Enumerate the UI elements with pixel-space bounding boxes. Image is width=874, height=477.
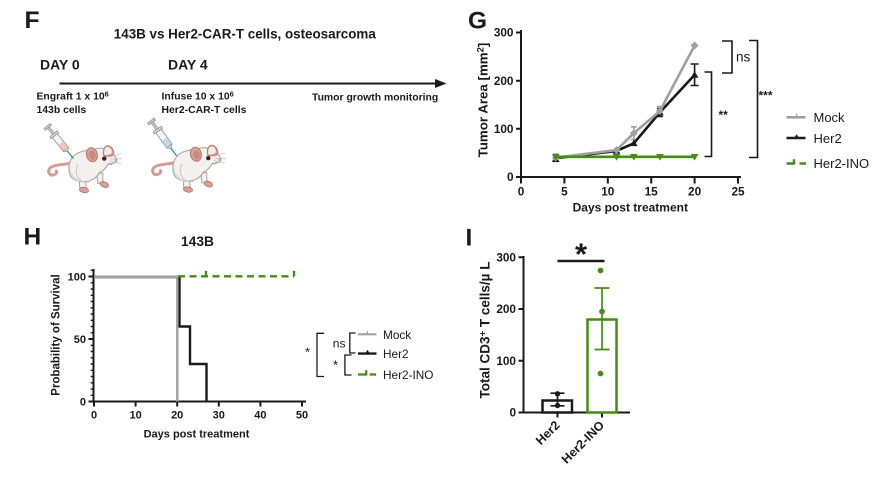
svg-text:0: 0: [518, 185, 525, 199]
svg-text:Her2-CAR-T cells: Her2-CAR-T cells: [162, 105, 247, 116]
svg-text:Probability of Survival: Probability of Survival: [51, 274, 63, 395]
svg-text:I: I: [466, 225, 473, 252]
svg-text:*: *: [333, 358, 338, 373]
svg-text:*: *: [575, 237, 588, 272]
svg-text:Tumor growth monitoring: Tumor growth monitoring: [312, 93, 438, 104]
svg-text:Her2-INO: Her2-INO: [383, 368, 433, 382]
svg-text:10: 10: [601, 185, 615, 199]
svg-text:5: 5: [561, 185, 568, 199]
svg-text:ns: ns: [333, 337, 346, 351]
svg-text:H: H: [24, 224, 42, 251]
svg-text:0: 0: [80, 396, 86, 408]
svg-text:10: 10: [129, 410, 141, 422]
svg-text:F: F: [25, 7, 40, 34]
svg-text:ns: ns: [736, 50, 751, 65]
svg-text:Infuse 10 x 106: Infuse 10 x 106: [162, 89, 234, 102]
svg-text:Total CD3+ T cells/µ L: Total CD3+ T cells/µ L: [478, 262, 493, 399]
svg-text:20: 20: [688, 185, 702, 199]
svg-text:100: 100: [496, 354, 516, 368]
svg-text:Engraft 1 x 106: Engraft 1 x 106: [37, 89, 109, 102]
svg-text:0: 0: [509, 406, 516, 420]
svg-text:0: 0: [507, 170, 514, 184]
svg-text:Her2: Her2: [533, 418, 563, 448]
svg-text:Her2-INO: Her2-INO: [814, 156, 870, 171]
svg-text:143b cells: 143b cells: [37, 105, 87, 116]
svg-text:200: 200: [496, 302, 516, 316]
svg-text:50: 50: [296, 410, 308, 422]
svg-text:DAY 4: DAY 4: [168, 57, 208, 73]
svg-text:200: 200: [494, 74, 514, 88]
svg-text:300: 300: [494, 26, 514, 40]
svg-text:*: *: [305, 345, 310, 360]
svg-text:15: 15: [645, 185, 659, 199]
svg-text:50: 50: [74, 334, 86, 346]
svg-text:40: 40: [254, 410, 266, 422]
svg-text:Tumor Area [mm2]: Tumor Area [mm2]: [476, 43, 491, 158]
svg-text:100: 100: [68, 271, 86, 283]
svg-text:DAY 0: DAY 0: [40, 57, 80, 73]
svg-text:143B vs Her2-CAR-T cells, oste: 143B vs Her2-CAR-T cells, osteosarcoma: [114, 27, 377, 42]
svg-text:30: 30: [213, 410, 225, 422]
svg-text:20: 20: [171, 410, 183, 422]
svg-text:G: G: [468, 8, 487, 35]
svg-text:143B: 143B: [181, 234, 214, 249]
svg-text:Days post treatment: Days post treatment: [573, 201, 688, 215]
svg-text:**: **: [719, 108, 729, 122]
svg-text:Her2: Her2: [814, 131, 842, 146]
svg-text:Mock: Mock: [814, 110, 846, 125]
svg-text:Her2-INO: Her2-INO: [559, 418, 607, 466]
svg-text:Her2: Her2: [383, 347, 409, 361]
svg-text:0: 0: [91, 410, 97, 422]
svg-text:100: 100: [494, 122, 514, 136]
svg-text:25: 25: [731, 185, 745, 199]
svg-text:300: 300: [496, 250, 516, 264]
svg-text:Days post treatment: Days post treatment: [144, 429, 250, 441]
svg-text:Mock: Mock: [383, 328, 411, 342]
svg-text:***: ***: [759, 89, 773, 103]
